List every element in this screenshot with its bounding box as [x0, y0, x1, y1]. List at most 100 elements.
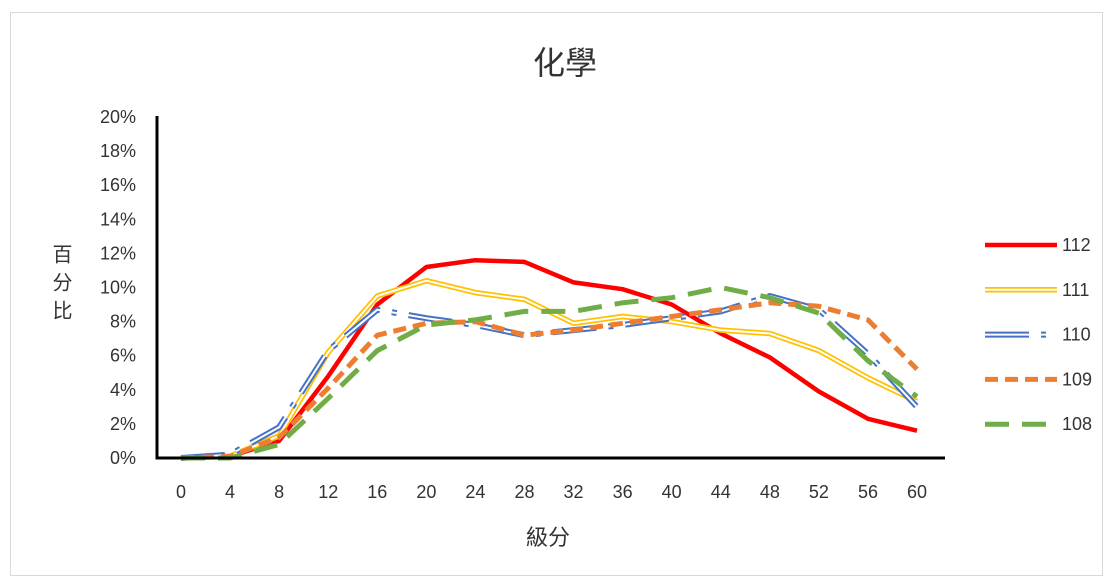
data-point-109-16 — [374, 332, 380, 338]
series-lines — [180, 257, 920, 461]
data-point-108-16 — [374, 348, 380, 354]
x-tick-label: 40 — [662, 482, 682, 502]
data-point-111-24 — [472, 290, 478, 296]
series-109 — [180, 300, 920, 461]
data-point-109-12 — [325, 385, 331, 391]
data-point-108-48 — [767, 295, 773, 301]
y-tick-label: 12% — [100, 243, 136, 263]
data-point-111-44 — [718, 327, 724, 333]
data-point-112-40 — [669, 302, 675, 308]
data-point-109-36 — [620, 320, 626, 326]
legend-label-111: 111 — [1062, 280, 1089, 300]
data-point-109-40 — [669, 314, 675, 320]
data-point-109-56 — [865, 317, 871, 323]
data-point-111-36 — [620, 314, 626, 320]
x-tick-label: 56 — [858, 482, 878, 502]
x-tick-label: 36 — [613, 482, 633, 502]
data-point-111-52 — [816, 348, 822, 354]
y-tick-label: 14% — [100, 209, 136, 229]
data-point-108-36 — [620, 300, 626, 306]
data-point-111-32 — [571, 320, 577, 326]
series-line-108 — [181, 285, 919, 461]
data-point-112-48 — [767, 354, 773, 360]
data-point-109-44 — [718, 307, 724, 313]
data-point-112-52 — [816, 389, 822, 395]
legend-label-112: 112 — [1062, 235, 1091, 255]
x-tick-label: 28 — [514, 482, 534, 502]
data-point-111-56 — [865, 375, 871, 381]
y-tick-label: 16% — [100, 175, 136, 195]
series-line-112 — [180, 257, 918, 461]
data-point-110-16 — [374, 307, 380, 313]
x-tick-label: 20 — [416, 482, 436, 502]
x-tick-label: 52 — [809, 482, 829, 502]
legend-item-108: 108 — [985, 414, 1092, 434]
y-tick-labels: 0% 2% 4% 6% 8% 10% 12% 14% 16% 18% 20% — [100, 107, 136, 468]
data-point-109-28 — [522, 332, 528, 338]
y-tick-label: 18% — [100, 141, 136, 161]
chart-title: 化學 — [532, 44, 597, 82]
data-point-108-60 — [914, 394, 920, 400]
data-point-112-28 — [522, 259, 528, 265]
data-point-109-60 — [914, 366, 920, 372]
x-axis-label: 級分 — [525, 526, 570, 551]
x-tick-label: 24 — [465, 482, 485, 502]
series-line-109 — [180, 300, 919, 461]
data-point-108-20 — [423, 322, 429, 328]
y-tick-label: 20% — [100, 107, 136, 127]
y-tick-label: 10% — [100, 278, 136, 298]
data-point-111-48 — [767, 331, 773, 337]
x-tick-label: 0 — [176, 482, 186, 502]
data-point-109-52 — [816, 303, 822, 309]
series-108 — [181, 285, 920, 461]
y-tick-label: 6% — [110, 346, 136, 366]
legend: 112 111 110 109 108 — [985, 235, 1092, 434]
legend-item-110: 110 — [985, 325, 1091, 345]
x-tick-label: 12 — [318, 482, 338, 502]
data-point-112-32 — [571, 279, 577, 285]
data-point-111-20 — [423, 278, 429, 284]
x-tick-label: 32 — [564, 482, 584, 502]
legend-item-112: 112 — [985, 235, 1091, 255]
x-tick-label: 16 — [367, 482, 387, 502]
data-point-110-60 — [914, 404, 920, 410]
y-tick-label: 2% — [110, 414, 136, 434]
x-tick-label: 44 — [711, 482, 731, 502]
data-point-108-28 — [522, 308, 528, 314]
data-point-112-20 — [423, 264, 429, 270]
data-point-112-36 — [620, 286, 626, 292]
data-point-108-44 — [718, 285, 724, 291]
x-tick-labels: 0 4 8 12 16 20 24 28 32 36 40 44 48 52 56 60 — [176, 482, 927, 502]
x-tick-label: 4 — [225, 482, 235, 502]
data-point-109-8 — [276, 435, 282, 441]
data-point-108-52 — [816, 310, 822, 316]
data-point-111-28 — [522, 296, 528, 302]
data-point-111-16 — [374, 293, 380, 299]
x-tick-label: 8 — [274, 482, 284, 502]
y-tick-label: 8% — [110, 312, 136, 332]
legend-item-111: 111 — [985, 280, 1089, 300]
data-point-112-24 — [472, 257, 478, 263]
data-point-108-56 — [865, 358, 871, 364]
data-point-112-12 — [325, 373, 331, 379]
data-point-108-12 — [325, 395, 331, 401]
legend-label-109: 109 — [1062, 369, 1092, 389]
data-point-110-12 — [325, 348, 331, 354]
y-tick-label: 0% — [110, 448, 136, 468]
data-point-110-8 — [276, 424, 282, 430]
data-point-112-56 — [865, 416, 871, 422]
legend-item-109: 109 — [985, 369, 1092, 389]
series-112 — [180, 257, 918, 461]
x-tick-label: 60 — [907, 482, 927, 502]
legend-label-108: 108 — [1062, 414, 1092, 434]
y-tick-label: 4% — [110, 380, 136, 400]
legend-label-110: 110 — [1062, 325, 1091, 345]
data-point-108-32 — [571, 308, 577, 314]
data-point-108-24 — [472, 317, 478, 323]
data-point-108-40 — [669, 295, 675, 301]
x-tick-label: 48 — [760, 482, 780, 502]
data-point-109-32 — [571, 327, 577, 333]
chart-frame — [10, 12, 1103, 576]
data-point-108-8 — [276, 441, 282, 447]
